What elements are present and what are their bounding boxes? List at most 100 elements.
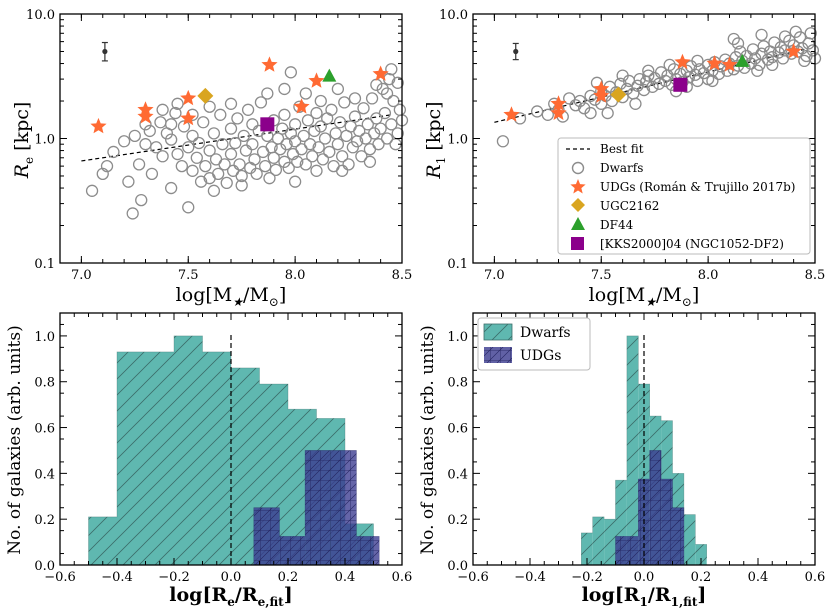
dwarf-hist-bar-hatch: [604, 519, 616, 565]
dwarf-point: [154, 116, 167, 129]
dwarf-point: [237, 129, 250, 143]
dwarf-point: [297, 129, 310, 143]
dwarf-point: [376, 82, 389, 96]
dwarf-point: [199, 159, 212, 173]
dwarf-point: [194, 175, 208, 188]
dwarf-point: [584, 106, 597, 120]
dwarf-point: [235, 169, 248, 183]
x-tick-label: 8.5: [392, 268, 413, 283]
dwarf-point: [303, 138, 317, 151]
dwarf-point: [263, 172, 276, 185]
udg-hist-bar-hatch: [672, 507, 684, 565]
dwarf-point: [652, 77, 666, 90]
dwarf-point: [177, 120, 191, 133]
y-tick-label: 1.0: [34, 330, 55, 345]
legend-kks-marker: [571, 237, 584, 250]
ugc2162-point: [610, 86, 627, 103]
dwarf-point: [355, 150, 368, 163]
dwarf-hist-bar-hatch: [592, 516, 605, 565]
y-tick-label: 0.0: [447, 559, 468, 574]
dwarf-point: [288, 175, 302, 188]
y-tick-label: 0.1: [34, 257, 55, 272]
udg-point: [180, 109, 197, 126]
dwarf-point: [220, 176, 233, 190]
dwarf-point: [197, 116, 210, 129]
r1-histogram-panel: −0.6 −0.4 −0.2 0.0 0.2 0.4 0.6 0.0 0.2 0.4 0.6 0.8 1…: [418, 312, 826, 609]
dwarf-point: [156, 103, 169, 116]
x-tick-label: −0.2: [571, 570, 603, 585]
dwarf-point: [214, 108, 227, 121]
dwarf-point: [766, 58, 779, 72]
x-tick-label: 8.0: [698, 268, 719, 283]
re-scatter-panel: 7.0 7.5 8.0 8.5 0.1 1.0 10.0 log[M★/M⊙] Re [kp…: [11, 8, 412, 309]
dwarf-point: [789, 25, 802, 38]
dwarf-point: [171, 147, 184, 161]
dwarf-point: [248, 153, 261, 166]
dwarf-point: [107, 145, 120, 159]
dwarf-point: [363, 155, 377, 168]
dwarf-point: [629, 97, 642, 110]
dwarf-point: [128, 129, 141, 143]
udg-hist-bar-hatch: [253, 507, 280, 565]
dwarf-hist-bar-hatch: [202, 351, 231, 565]
dwarf-point: [378, 106, 392, 120]
udg-hist-bar-hatch: [305, 450, 331, 565]
dwarf-point: [312, 141, 325, 154]
dwarf-point: [778, 30, 792, 43]
dwarf-point: [250, 167, 263, 181]
hre-ylabel: No. of galaxies (arb. units): [5, 325, 25, 554]
legend-dwarf-marker: [571, 161, 585, 175]
dwarf-point: [749, 52, 762, 65]
r1-xlabel: log[M★/M⊙]: [589, 284, 700, 309]
dwarf-point: [365, 92, 379, 105]
kks2000-04-point: [673, 77, 688, 92]
dwarf-point: [186, 164, 199, 177]
dwarf-point: [269, 163, 283, 177]
x-tick-label: 0.4: [335, 570, 356, 585]
dwarf-point: [301, 114, 315, 127]
hr1-xlabel: log[R1/R1,fit]: [582, 584, 707, 609]
udg-hist-bar-hatch: [356, 536, 380, 565]
y-tick-label: 1.0: [447, 133, 468, 148]
dwarf-point: [241, 103, 255, 116]
x-tick-label: 0.2: [691, 570, 712, 585]
dwarf-point: [203, 100, 216, 113]
dwarf-point: [171, 97, 184, 110]
dwarf-point: [284, 66, 298, 79]
dwarf-point: [642, 69, 655, 82]
dwarf-point: [231, 112, 244, 125]
x-tick-label: 0.4: [748, 570, 769, 585]
x-tick-label: 0.2: [278, 570, 299, 585]
y-tick-label: 0.4: [447, 467, 468, 482]
y-tick-label: 0.2: [447, 513, 468, 528]
dwarf-point: [256, 145, 270, 159]
dwarf-point: [357, 102, 370, 115]
dwarf-point: [541, 108, 554, 121]
dwarf-point: [325, 103, 338, 116]
y-tick-label: 0.8: [447, 376, 468, 391]
dwarf-point: [224, 97, 238, 110]
dwarf-point: [374, 122, 387, 135]
dwarf-point: [150, 141, 163, 154]
x-tick-label: −0.6: [44, 570, 76, 585]
x-tick-label: 8.5: [805, 268, 826, 283]
dwarf-point: [224, 147, 238, 161]
dwarf-point: [633, 72, 646, 86]
dwarf-hist-bar-hatch: [683, 514, 696, 565]
x-tick-label: −0.2: [158, 570, 190, 585]
udg-point: [503, 106, 520, 122]
x-tick-label: −0.6: [457, 570, 489, 585]
dwarf-point: [126, 207, 139, 220]
dwarf-point: [291, 155, 304, 168]
errorbar-point: [102, 48, 108, 55]
udg-hist-bar-hatch: [649, 450, 662, 565]
udg-point: [372, 65, 389, 81]
x-tick-label: 0.6: [805, 570, 826, 585]
dwarf-point: [727, 32, 740, 46]
dwarf-point: [212, 167, 225, 181]
dwarf-point: [584, 89, 597, 103]
r1-ylabel: R1 [kpc]: [423, 101, 448, 179]
legend-dwarfs: Dwarfs: [600, 161, 643, 175]
dwarf-hist-bar-hatch: [117, 351, 146, 565]
kks2000-04-point: [260, 117, 275, 132]
